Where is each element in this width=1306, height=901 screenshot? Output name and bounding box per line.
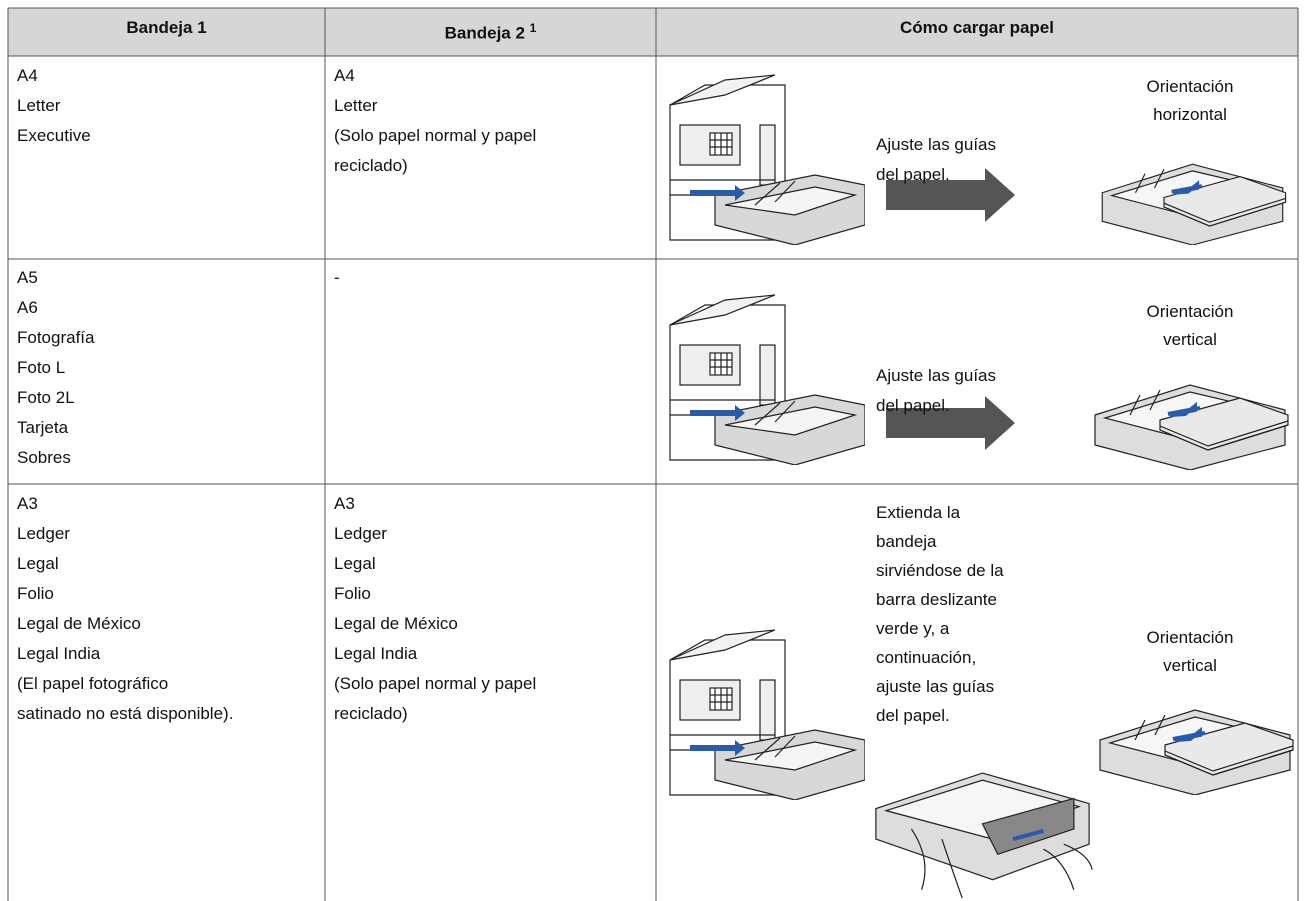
tray2-text: Legal de México bbox=[334, 614, 458, 633]
tray1-text: Foto L bbox=[17, 358, 66, 377]
tray1-text: A3 bbox=[17, 494, 38, 513]
orientation-text: Orientación bbox=[1146, 77, 1234, 96]
tray2-text: Legal India bbox=[334, 644, 418, 663]
arrow bbox=[886, 396, 1015, 450]
header-cell: Bandeja 1 bbox=[126, 18, 207, 37]
tray1-text: A5 bbox=[17, 268, 38, 287]
instruction-text: ajuste las guías bbox=[876, 677, 995, 696]
tray2-text: - bbox=[334, 268, 340, 287]
tray1-text: (El papel fotográfico bbox=[17, 674, 169, 693]
tray2-text: (Solo papel normal y papel bbox=[334, 126, 537, 145]
tray1-text: Executive bbox=[17, 126, 91, 145]
footnote-mark: 1 bbox=[529, 21, 537, 35]
tray1-text: Ledger bbox=[17, 524, 70, 543]
tray1-text: Folio bbox=[17, 584, 54, 603]
tray2-text: Ledger bbox=[334, 524, 387, 543]
instruction-text: verde y, a bbox=[876, 619, 950, 638]
orientation-text: Orientación bbox=[1146, 628, 1234, 647]
tray2-text: reciclado) bbox=[334, 156, 408, 175]
header-cell: Bandeja 2 1 bbox=[325, 14, 656, 48]
tray1-text: Legal bbox=[17, 554, 59, 573]
orientation-text: Orientación bbox=[1146, 302, 1234, 321]
instruction-text: continuación, bbox=[876, 648, 977, 667]
instruction-text: Ajuste las guías bbox=[876, 366, 997, 385]
instruction-text: Ajuste las guías bbox=[876, 135, 997, 154]
tray2-text: Legal bbox=[334, 554, 376, 573]
instruction-text: bandeja bbox=[876, 532, 937, 551]
tray2-text: (Solo papel normal y papel bbox=[334, 674, 537, 693]
tray1-text: Tarjeta bbox=[17, 418, 69, 437]
orientation-text: vertical bbox=[1163, 656, 1217, 675]
arrow bbox=[886, 168, 1015, 222]
tray2-text: Folio bbox=[334, 584, 371, 603]
tray1-text: Legal India bbox=[17, 644, 101, 663]
printer-illustration bbox=[669, 629, 865, 800]
tray1-text: satinado no está disponible). bbox=[17, 704, 234, 723]
orientation-text: horizontal bbox=[1153, 105, 1227, 124]
instruction-text: del papel. bbox=[876, 165, 950, 184]
header-cell: Cómo cargar papel bbox=[900, 18, 1054, 37]
instruction-text: del papel. bbox=[876, 706, 950, 725]
tray2-text: A4 bbox=[334, 66, 355, 85]
hands-illustration bbox=[876, 773, 1092, 898]
instruction-text: del papel. bbox=[876, 396, 950, 415]
tray1-text: A6 bbox=[17, 298, 38, 317]
grid-lines bbox=[7, 7, 1299, 901]
instruction-text: Extienda la bbox=[876, 503, 961, 522]
header-text: Bandeja 2 bbox=[444, 23, 525, 43]
tray2-text: Letter bbox=[334, 96, 378, 115]
instruction-text: sirviéndose de la bbox=[876, 561, 1004, 580]
tray1-text: Letter bbox=[17, 96, 61, 115]
printer-illustration bbox=[669, 74, 865, 245]
tray1-text: A4 bbox=[17, 66, 38, 85]
header-background bbox=[8, 8, 1298, 56]
instruction-text: barra deslizante bbox=[876, 590, 997, 609]
tray1-text: Fotografía bbox=[17, 328, 95, 347]
printer-illustration bbox=[669, 294, 865, 465]
orientation-text: vertical bbox=[1163, 330, 1217, 349]
tray1-text: Sobres bbox=[17, 448, 71, 467]
tray1-text: Legal de México bbox=[17, 614, 141, 633]
tray1-text: Foto 2L bbox=[17, 388, 75, 407]
tray-illustration bbox=[1100, 162, 1288, 245]
tray-illustration bbox=[1098, 708, 1295, 795]
tray2-text: A3 bbox=[334, 494, 355, 513]
tray2-text: reciclado) bbox=[334, 704, 408, 723]
tray-illustration bbox=[1095, 385, 1288, 470]
